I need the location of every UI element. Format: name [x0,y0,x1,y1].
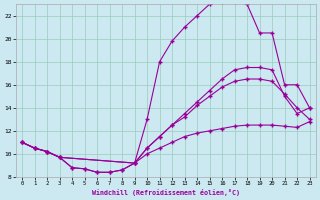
X-axis label: Windchill (Refroidissement éolien,°C): Windchill (Refroidissement éolien,°C) [92,189,240,196]
